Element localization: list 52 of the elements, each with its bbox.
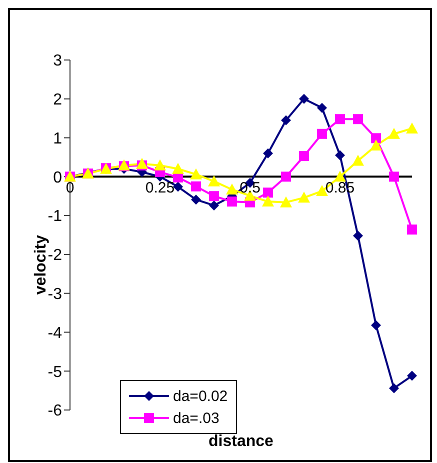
point <box>317 128 327 139</box>
point <box>136 158 148 169</box>
point <box>334 170 346 182</box>
point <box>191 194 201 205</box>
point <box>335 114 345 124</box>
point <box>298 192 310 203</box>
point <box>299 94 309 104</box>
point <box>263 188 273 198</box>
y-tick-label: 1 <box>53 130 62 148</box>
point <box>226 184 238 194</box>
point <box>281 115 291 126</box>
point <box>154 159 166 170</box>
y-axis-title: velocity <box>32 234 50 295</box>
point <box>389 172 399 182</box>
legend-label: da=.03 <box>173 410 220 426</box>
point <box>371 320 381 330</box>
point <box>262 196 274 207</box>
point <box>299 151 309 162</box>
y-tick-label: -6 <box>48 402 62 420</box>
point <box>407 370 417 381</box>
point <box>191 181 201 192</box>
point <box>352 154 364 166</box>
point <box>263 148 273 158</box>
point <box>317 102 327 113</box>
point <box>209 200 219 210</box>
x-tick-label: 0.25 <box>145 180 175 197</box>
point <box>227 196 237 207</box>
point <box>371 133 381 144</box>
point <box>406 122 418 134</box>
y-tick-label: -3 <box>48 286 62 304</box>
point <box>389 383 399 394</box>
point <box>388 128 400 139</box>
point <box>173 182 183 192</box>
point <box>172 162 184 174</box>
y-tick-label: 2 <box>53 92 62 109</box>
y-tick-label: -4 <box>48 324 62 342</box>
point <box>370 140 382 151</box>
point <box>190 168 202 180</box>
point <box>335 150 345 160</box>
point <box>353 114 363 124</box>
point <box>209 191 219 202</box>
x-axis-title: distance <box>208 433 274 450</box>
y-tick-label: -2 <box>48 247 62 264</box>
point <box>280 196 292 208</box>
y-tick-label: -1 <box>48 208 62 226</box>
legend-label: da=0.02 <box>173 388 228 404</box>
point <box>208 175 220 186</box>
point <box>353 230 363 241</box>
y-tick-label: -5 <box>48 364 62 381</box>
point <box>407 224 417 235</box>
y-tick-label: 3 <box>53 52 62 70</box>
point <box>281 172 291 182</box>
